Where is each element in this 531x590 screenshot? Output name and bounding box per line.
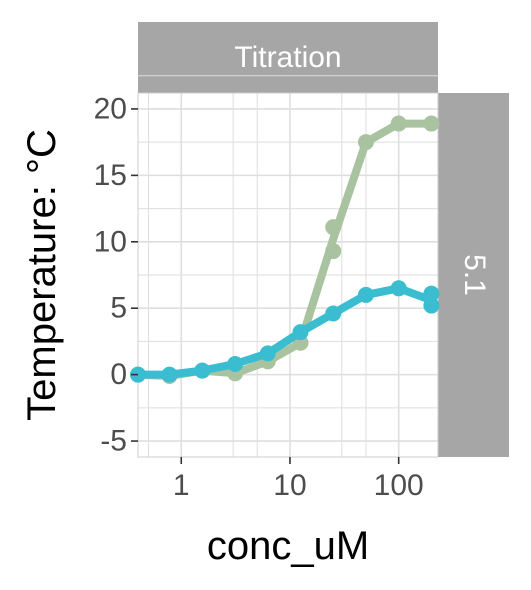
series-2-point — [357, 286, 374, 303]
x-tick-label: 1 — [173, 469, 190, 502]
series-1-point — [423, 115, 440, 132]
facet-strip-right — [438, 93, 509, 457]
y-tick-label: 5 — [110, 292, 127, 325]
x-axis-title: conc_uM — [207, 524, 369, 568]
y-tick-label: -5 — [100, 425, 127, 458]
series-layer — [130, 115, 440, 384]
series-2-point — [259, 345, 276, 362]
y-axis: -5 0 5 10 15 20 — [94, 92, 138, 458]
series-2-point — [292, 324, 309, 341]
series-2-point — [325, 305, 342, 322]
series-2-point — [194, 362, 211, 379]
facet-strip-top-label: Titration — [234, 41, 341, 74]
y-axis-title: Temperature: °C — [20, 129, 64, 421]
series-2-point — [161, 366, 178, 383]
series-1-point — [325, 219, 342, 236]
x-axis: 1 10 100 — [173, 457, 424, 502]
series-1-point — [325, 243, 342, 260]
x-tick-label: 100 — [374, 469, 424, 502]
facet-strip-right-label: 5.1 — [458, 254, 491, 296]
series-2-point — [227, 356, 244, 373]
x-tick-label: 10 — [273, 469, 306, 502]
series-2-line — [134, 284, 436, 379]
grid-minor — [138, 75, 438, 457]
y-tick-label: 10 — [94, 225, 127, 258]
series-2-point — [390, 280, 407, 297]
y-tick-label: 0 — [110, 358, 127, 391]
series-1-point — [390, 115, 407, 132]
plot-panel-border — [137, 92, 439, 458]
grid-major — [138, 93, 438, 457]
y-tick-label: 15 — [94, 159, 127, 192]
facet-strip-top — [138, 22, 438, 93]
series-2-point — [423, 285, 440, 302]
series-1-point — [357, 134, 374, 151]
y-tick-label: 20 — [94, 92, 127, 125]
series-2-point — [423, 297, 440, 314]
